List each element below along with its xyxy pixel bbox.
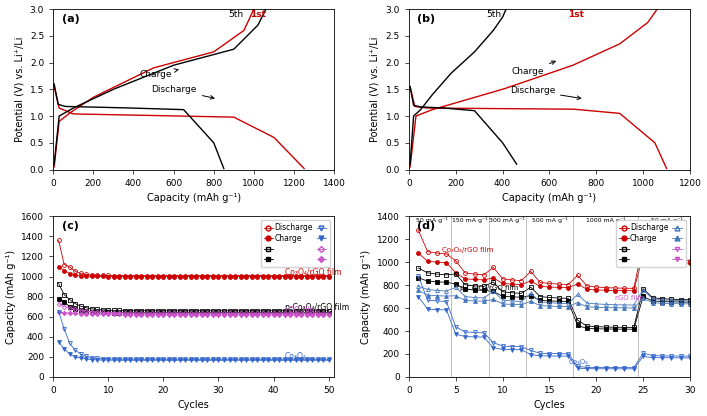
- Text: 500 mA g⁻¹: 500 mA g⁻¹: [532, 217, 567, 223]
- Text: 5th: 5th: [486, 10, 501, 19]
- X-axis label: Cycles: Cycles: [534, 401, 566, 411]
- Text: 1000 mA g⁻¹: 1000 mA g⁻¹: [586, 217, 626, 223]
- Y-axis label: Potential (V) vs. Li⁺/Li: Potential (V) vs. Li⁺/Li: [370, 37, 380, 142]
- X-axis label: Capacity (mAh g⁻¹): Capacity (mAh g⁻¹): [503, 193, 597, 203]
- Text: (c): (c): [62, 221, 78, 231]
- X-axis label: Capacity (mAh g⁻¹): Capacity (mAh g⁻¹): [146, 193, 241, 203]
- Text: rGO film: rGO film: [285, 306, 317, 314]
- Y-axis label: Capacity (mAh g⁻¹): Capacity (mAh g⁻¹): [361, 250, 371, 344]
- Legend: Discharge, Charge, , , , , , : Discharge, Charge, , , , , ,: [261, 220, 330, 267]
- Text: 300 mA g⁻¹: 300 mA g⁻¹: [489, 217, 525, 223]
- Text: p-Co₃O₄/rGO film: p-Co₃O₄/rGO film: [460, 285, 519, 291]
- Legend: Discharge, Charge, , , , , , : Discharge, Charge, , , , , ,: [617, 220, 686, 267]
- Text: Charge: Charge: [139, 69, 178, 79]
- Text: (d): (d): [417, 221, 436, 231]
- Text: 50 mA g⁻¹: 50 mA g⁻¹: [416, 217, 448, 223]
- Text: Co₃O₄/rGO film: Co₃O₄/rGO film: [442, 247, 493, 253]
- Text: Discharge: Discharge: [151, 85, 214, 99]
- Text: (a): (a): [62, 14, 79, 24]
- Text: 5th: 5th: [228, 10, 243, 19]
- Text: 50 mA g⁻¹: 50 mA g⁻¹: [650, 217, 682, 223]
- Text: (b): (b): [417, 14, 436, 24]
- X-axis label: Cycles: Cycles: [177, 401, 209, 411]
- Text: 1st: 1st: [250, 10, 266, 19]
- Y-axis label: Potential (V) vs. Li⁺/Li: Potential (V) vs. Li⁺/Li: [14, 37, 24, 142]
- Text: Co₃O₄: Co₃O₄: [285, 352, 307, 361]
- Y-axis label: Capacity (mAh g⁻¹): Capacity (mAh g⁻¹): [6, 250, 16, 344]
- Text: Discharge: Discharge: [510, 86, 580, 99]
- Text: rGO film: rGO film: [615, 295, 644, 301]
- Text: Co₃O₄/rGO film: Co₃O₄/rGO film: [285, 267, 341, 277]
- Text: 150 mA g⁻¹: 150 mA g⁻¹: [452, 217, 488, 223]
- Text: Charge: Charge: [512, 61, 555, 76]
- Text: p-Co₃O₄/rGO film: p-Co₃O₄/rGO film: [285, 303, 349, 312]
- Text: Co₃O₄: Co₃O₄: [568, 359, 588, 365]
- Text: 1st: 1st: [568, 10, 584, 19]
